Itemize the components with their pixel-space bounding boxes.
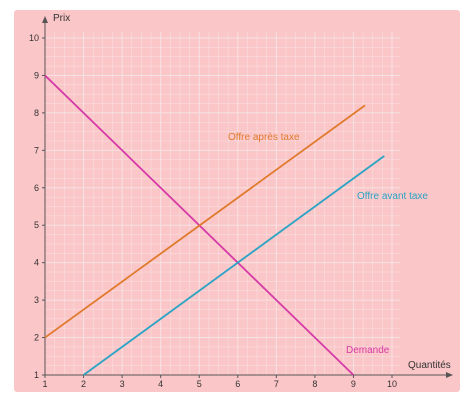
x-axis-title: Quantités (408, 360, 451, 371)
y-axis-title: Prix (53, 13, 70, 24)
y-tick-label: 2 (34, 333, 39, 343)
series-lines (44, 74, 385, 376)
y-tick-label: 1 (34, 370, 39, 380)
y-tick-label: 7 (34, 145, 39, 155)
axes (42, 16, 453, 378)
y-tick-label: 10 (29, 33, 39, 43)
x-tick-label: 5 (197, 379, 202, 389)
x-tick-label: 6 (235, 379, 240, 389)
series-line-offre-avant-taxe (83, 155, 385, 376)
x-tick-label: 4 (158, 379, 163, 389)
x-tick-label: 9 (351, 379, 356, 389)
plot-area-background (14, 10, 460, 392)
y-tick-label: 6 (34, 183, 39, 193)
x-tick-label: 8 (312, 379, 317, 389)
tick-labels: 1 2 3 4 5 6 7 8 9 10 1 2 3 4 5 6 7 8 9 10 (29, 33, 397, 389)
series-label-offre-avant-taxe: Offre avant taxe (357, 191, 428, 202)
y-tick-label: 9 (34, 70, 39, 80)
y-tick-label: 3 (34, 295, 39, 305)
y-tick-label: 5 (34, 220, 39, 230)
series-line-offre-apres-taxe (44, 104, 366, 339)
x-tick-label: 2 (81, 379, 86, 389)
x-tick-label: 7 (274, 379, 279, 389)
series-label-offre-apres-taxe: Offre après taxe (228, 132, 300, 143)
y-axis-arrow (42, 16, 48, 23)
y-tick-label: 8 (34, 108, 39, 118)
x-tick-label: 1 (42, 379, 47, 389)
x-axis-arrow (446, 372, 453, 378)
series-label-demande: Demande (346, 345, 390, 356)
x-tick-label: 3 (120, 379, 125, 389)
y-tick-label: 4 (34, 258, 39, 268)
x-tick-label: 10 (387, 379, 397, 389)
series-labels: Demande Offre après taxe Offre avant taxe (228, 132, 428, 356)
